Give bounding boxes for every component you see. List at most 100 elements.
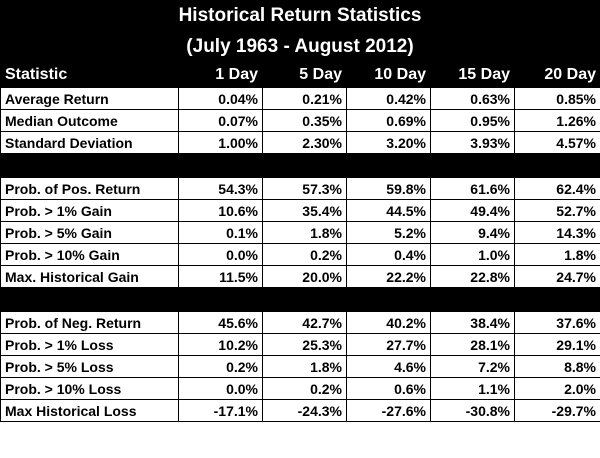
value-cell: 1.1% <box>430 377 515 400</box>
table-row: Prob. of Neg. Return 45.6% 42.7% 40.2% 38.4%… <box>0 311 600 334</box>
value-cell: 1.8% <box>262 355 347 378</box>
value-cell: 0.6% <box>346 377 431 400</box>
table-row: Prob. > 1% Gain 10.6% 35.4% 44.5% 49.4% 52.7% <box>0 199 600 222</box>
value-cell: 3.20% <box>346 131 431 154</box>
value-cell: 9.4% <box>430 221 515 244</box>
column-header-10-day: 10 Day <box>346 62 431 88</box>
row-label: Standard Deviation <box>0 131 179 154</box>
row-label: Prob. > 5% Gain <box>0 221 179 244</box>
row-label: Prob. > 1% Loss <box>0 333 179 356</box>
section-divider <box>0 287 600 312</box>
section-divider <box>0 153 600 178</box>
value-cell: 20.0% <box>262 265 347 288</box>
row-label: Prob. > 10% Gain <box>0 243 179 266</box>
value-cell: 10.2% <box>178 333 263 356</box>
table-header: Statistic 1 Day 5 Day 10 Day 15 Day 20 Day <box>0 62 600 88</box>
value-cell: 4.57% <box>514 131 600 154</box>
value-cell: -29.7% <box>514 399 600 422</box>
table-row: Prob. > 1% Loss 10.2% 25.3% 27.7% 28.1% 29.1% <box>0 333 600 356</box>
value-cell: 59.8% <box>346 177 431 200</box>
value-cell: 1.0% <box>430 243 515 266</box>
value-cell: 22.8% <box>430 265 515 288</box>
value-cell: 1.8% <box>262 221 347 244</box>
value-cell: 0.0% <box>178 377 263 400</box>
table-body: Average Return 0.04% 0.21% 0.42% 0.63% 0.85% M… <box>0 87 600 422</box>
row-label: Max Historical Loss <box>0 399 179 422</box>
value-cell: 25.3% <box>262 333 347 356</box>
value-cell: 11.5% <box>178 265 263 288</box>
table-row: Max. Historical Gain 11.5% 20.0% 22.2% 22.8%… <box>0 265 600 288</box>
value-cell: 52.7% <box>514 199 600 222</box>
value-cell: -27.6% <box>346 399 431 422</box>
column-header-statistic: Statistic <box>0 62 179 88</box>
value-cell: 27.7% <box>346 333 431 356</box>
value-cell: 37.6% <box>514 311 600 334</box>
value-cell: 42.7% <box>262 311 347 334</box>
value-cell: -24.3% <box>262 399 347 422</box>
row-label: Median Outcome <box>0 109 179 132</box>
value-cell: -30.8% <box>430 399 515 422</box>
value-cell: 54.3% <box>178 177 263 200</box>
value-cell: 1.00% <box>178 131 263 154</box>
value-cell: 29.1% <box>514 333 600 356</box>
table-row: Average Return 0.04% 0.21% 0.42% 0.63% 0.85% <box>0 87 600 110</box>
value-cell: 1.8% <box>514 243 600 266</box>
row-label: Prob. of Pos. Return <box>0 177 179 200</box>
value-cell: 40.2% <box>346 311 431 334</box>
value-cell: 0.69% <box>346 109 431 132</box>
value-cell: 0.1% <box>178 221 263 244</box>
table-row: Standard Deviation 1.00% 2.30% 3.20% 3.93% 4.… <box>0 131 600 154</box>
table-subtitle: (July 1963 - August 2012) <box>186 36 414 57</box>
value-cell: 38.4% <box>430 311 515 334</box>
value-cell: 3.93% <box>430 131 515 154</box>
section-divider-cell <box>0 287 600 312</box>
table-row: Max Historical Loss -17.1% -24.3% -27.6% -30… <box>0 399 600 422</box>
table-row: Prob. of Pos. Return 54.3% 57.3% 59.8% 61.6%… <box>0 177 600 200</box>
column-header-5-day: 5 Day <box>262 62 347 88</box>
value-cell: 0.04% <box>178 87 263 110</box>
value-cell: 44.5% <box>346 199 431 222</box>
table-row: Prob. > 10% Gain 0.0% 0.2% 0.4% 1.0% 1.8% <box>0 243 600 266</box>
value-cell: 0.42% <box>346 87 431 110</box>
row-label: Max. Historical Gain <box>0 265 179 288</box>
value-cell: 0.95% <box>430 109 515 132</box>
header-row: Statistic 1 Day 5 Day 10 Day 15 Day 20 Day <box>0 62 600 88</box>
value-cell: 0.63% <box>430 87 515 110</box>
value-cell: 0.21% <box>262 87 347 110</box>
value-cell: 7.2% <box>430 355 515 378</box>
column-header-20-day: 20 Day <box>514 62 600 88</box>
statistics-table: Statistic 1 Day 5 Day 10 Day 15 Day 20 Day Av… <box>0 62 600 422</box>
row-label: Prob. of Neg. Return <box>0 311 179 334</box>
value-cell: 0.2% <box>262 377 347 400</box>
column-header-1-day: 1 Day <box>178 62 263 88</box>
title-block: Historical Return Statistics (July 1963 … <box>0 0 600 62</box>
value-cell: 8.8% <box>514 355 600 378</box>
value-cell: 22.2% <box>346 265 431 288</box>
value-cell: 5.2% <box>346 221 431 244</box>
value-cell: 61.6% <box>430 177 515 200</box>
section-divider-cell <box>0 153 600 178</box>
value-cell: 1.26% <box>514 109 600 132</box>
value-cell: 2.30% <box>262 131 347 154</box>
value-cell: 0.0% <box>178 243 263 266</box>
value-cell: 28.1% <box>430 333 515 356</box>
column-header-15-day: 15 Day <box>430 62 515 88</box>
value-cell: 62.4% <box>514 177 600 200</box>
value-cell: 10.6% <box>178 199 263 222</box>
value-cell: 49.4% <box>430 199 515 222</box>
value-cell: 0.4% <box>346 243 431 266</box>
row-label: Prob. > 1% Gain <box>0 199 179 222</box>
value-cell: 14.3% <box>514 221 600 244</box>
value-cell: 4.6% <box>346 355 431 378</box>
value-cell: 0.07% <box>178 109 263 132</box>
value-cell: 24.7% <box>514 265 600 288</box>
value-cell: 35.4% <box>262 199 347 222</box>
table-row: Prob. > 5% Gain 0.1% 1.8% 5.2% 9.4% 14.3% <box>0 221 600 244</box>
table-title: Historical Return Statistics <box>178 5 422 26</box>
value-cell: 45.6% <box>178 311 263 334</box>
row-label: Average Return <box>0 87 179 110</box>
table-row: Prob. > 5% Loss 0.2% 1.8% 4.6% 7.2% 8.8% <box>0 355 600 378</box>
value-cell: 57.3% <box>262 177 347 200</box>
value-cell: -17.1% <box>178 399 263 422</box>
